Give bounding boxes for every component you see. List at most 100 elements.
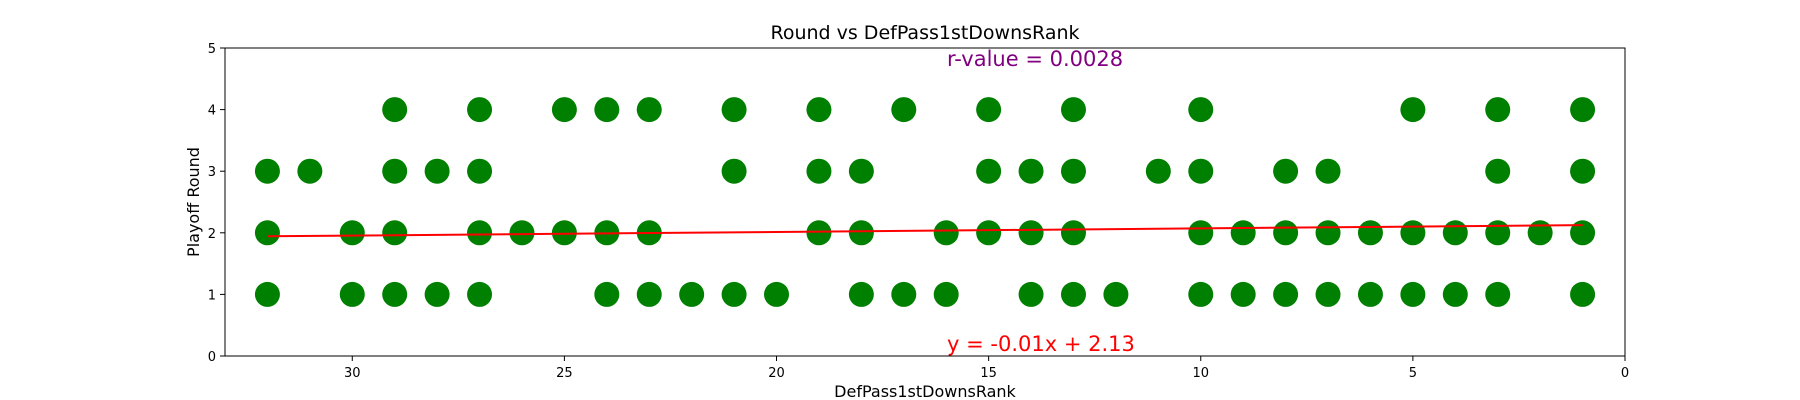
data-point — [721, 281, 747, 307]
regression-line — [267, 224, 1583, 238]
x-tick-label: 30 — [344, 366, 361, 381]
data-point — [254, 158, 280, 184]
data-point — [1230, 281, 1256, 307]
data-point — [1315, 281, 1341, 307]
data-point — [679, 281, 705, 307]
data-point — [1188, 97, 1214, 123]
data-point — [467, 281, 493, 307]
x-tick-label: 15 — [980, 366, 997, 381]
data-point — [382, 97, 408, 123]
data-point — [891, 281, 917, 307]
y-tick-label: 2 — [208, 227, 216, 242]
x-axis-ticks: 30 25 20 15 10 5 0 — [344, 356, 1629, 381]
data-point — [254, 281, 280, 307]
data-point — [594, 97, 620, 123]
y-axis-label: Playoff Round — [184, 147, 203, 257]
data-point — [848, 158, 874, 184]
data-point — [1018, 281, 1044, 307]
x-tick-label: 5 — [1409, 366, 1417, 381]
data-point — [1400, 97, 1426, 123]
data-point — [848, 281, 874, 307]
data-point — [1570, 281, 1596, 307]
data-point — [1485, 220, 1511, 246]
data-point — [1273, 281, 1299, 307]
data-point — [1315, 220, 1341, 246]
data-point — [297, 158, 323, 184]
y-tick-label: 3 — [208, 165, 216, 180]
data-point — [1357, 281, 1383, 307]
data-point — [1570, 97, 1596, 123]
data-point — [976, 97, 1002, 123]
data-point — [721, 158, 747, 184]
data-point — [254, 220, 280, 246]
x-tick-label: 10 — [1192, 366, 1209, 381]
data-point — [382, 158, 408, 184]
data-point — [1188, 281, 1214, 307]
data-point — [1230, 220, 1256, 246]
data-point — [891, 97, 917, 123]
data-point — [1273, 158, 1299, 184]
data-point — [1357, 220, 1383, 246]
data-point — [976, 220, 1002, 246]
data-point — [467, 97, 493, 123]
data-point — [721, 97, 747, 123]
y-tick-label: 4 — [208, 104, 216, 119]
data-point — [1060, 158, 1086, 184]
plot-frame — [224, 47, 1626, 357]
data-point — [1060, 97, 1086, 123]
x-tick-label: 20 — [768, 366, 785, 381]
data-point — [806, 158, 832, 184]
data-point — [976, 158, 1002, 184]
data-point — [339, 281, 365, 307]
data-point — [467, 158, 493, 184]
data-point — [1188, 220, 1214, 246]
data-point — [848, 220, 874, 246]
data-point — [1485, 158, 1511, 184]
data-point — [1145, 158, 1171, 184]
data-point — [382, 281, 408, 307]
data-point — [933, 220, 959, 246]
data-point — [467, 220, 493, 246]
data-point — [1485, 97, 1511, 123]
data-point — [1103, 281, 1129, 307]
data-point — [1400, 281, 1426, 307]
data-points — [254, 97, 1596, 307]
data-point — [1442, 281, 1468, 307]
data-point — [509, 220, 535, 246]
data-point — [933, 281, 959, 307]
data-point — [1060, 281, 1086, 307]
data-point — [424, 158, 450, 184]
x-tick-label: 25 — [556, 366, 573, 381]
data-point — [806, 97, 832, 123]
data-point — [1570, 158, 1596, 184]
data-point — [1315, 158, 1341, 184]
data-point — [594, 281, 620, 307]
data-point — [764, 281, 790, 307]
data-point — [806, 220, 832, 246]
data-point — [382, 220, 408, 246]
data-point — [1485, 281, 1511, 307]
x-tick-label: 0 — [1621, 366, 1629, 381]
y-tick-label: 5 — [208, 42, 216, 57]
data-point — [424, 281, 450, 307]
data-point — [636, 97, 662, 123]
data-point — [1018, 220, 1044, 246]
regression-line-group — [267, 224, 1583, 238]
y-tick-label: 1 — [208, 288, 216, 303]
x-axis-label: DefPass1stDownsRank — [834, 382, 1016, 400]
chart-title: Round vs DefPass1stDownsRank — [770, 22, 1079, 44]
data-point — [636, 281, 662, 307]
data-point — [1400, 220, 1426, 246]
data-point — [1273, 220, 1299, 246]
data-point — [339, 220, 365, 246]
y-tick-label: 0 — [208, 350, 216, 365]
y-axis-ticks: 0 1 2 3 4 5 — [208, 42, 225, 365]
data-point — [1018, 158, 1044, 184]
data-point — [1570, 220, 1596, 246]
r-value-annotation: r-value = 0.0028 — [947, 47, 1123, 71]
data-point — [1188, 158, 1214, 184]
data-point — [551, 97, 577, 123]
data-point — [1060, 220, 1086, 246]
equation-annotation: y = -0.01x + 2.13 — [947, 332, 1135, 356]
